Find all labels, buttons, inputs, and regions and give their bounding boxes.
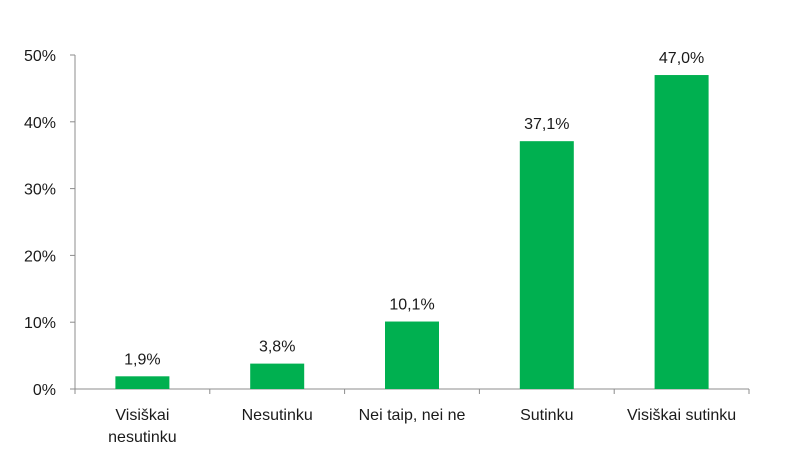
y-tick-labels: 0% 10% 20% 30% 40% 50% — [24, 48, 56, 399]
y-tick-label: 10% — [24, 315, 56, 332]
bar — [250, 363, 305, 389]
bar — [115, 376, 170, 389]
bar — [519, 141, 574, 389]
category-label-line: nesutinku — [108, 429, 177, 446]
bar — [385, 321, 439, 389]
data-label: 37,1% — [524, 116, 569, 133]
category-label-line: Nei taip, nei ne — [359, 407, 466, 424]
category-label-line: Sutinku — [520, 407, 573, 424]
y-axis — [70, 54, 76, 390]
x-axis — [74, 388, 750, 394]
y-tick-label: 20% — [24, 248, 56, 265]
data-labels: 1,9% 3,8% 10,1% 37,1% 47,0% — [124, 50, 704, 368]
y-tick-label: 40% — [24, 115, 56, 132]
y-tick-label: 30% — [24, 182, 56, 199]
category-label: Sutinku — [520, 407, 573, 424]
data-label: 1,9% — [124, 351, 160, 368]
data-label: 47,0% — [659, 50, 704, 67]
category-label: Nei taip, nei ne — [359, 407, 466, 424]
category-label-line: Visiškai — [115, 407, 169, 424]
category-label-line: Visiškai sutinku — [627, 407, 736, 424]
category-labels: Visiškai nesutinku Nesutinku Nei taip, nei … — [108, 407, 736, 446]
category-label: Visiškai sutinku — [627, 407, 736, 424]
category-label: Visiškai nesutinku — [108, 407, 177, 446]
y-tick-label: 0% — [33, 382, 56, 399]
category-label: Nesutinku — [242, 407, 313, 424]
category-label-line: Nesutinku — [242, 407, 313, 424]
data-label: 3,8% — [259, 339, 295, 356]
data-label: 10,1% — [389, 297, 434, 314]
bar — [654, 75, 709, 389]
bars — [115, 75, 709, 389]
y-tick-label: 50% — [24, 48, 56, 65]
